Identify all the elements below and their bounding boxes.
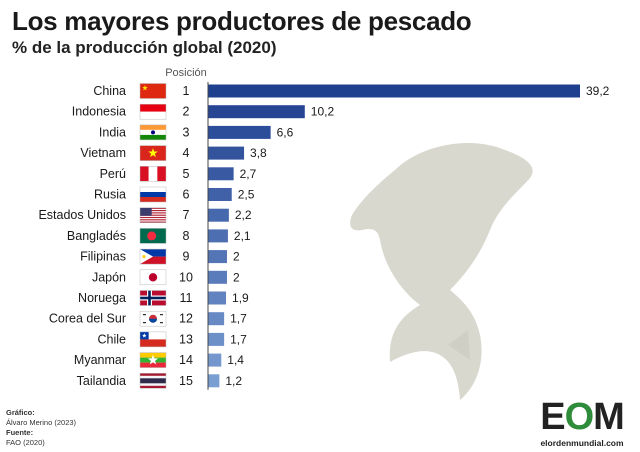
japan-flag-icon <box>139 269 167 286</box>
bar <box>208 167 234 181</box>
bangladesh-flag-icon <box>139 228 167 244</box>
rank-label: 13 <box>179 332 193 346</box>
category-label: India <box>99 125 126 139</box>
philippines-flag-icon <box>139 248 167 265</box>
bar <box>208 146 245 160</box>
page-subtitle: % de la producción global (2020) <box>12 38 277 57</box>
chile-flag-icon <box>139 331 167 348</box>
india-flag-icon <box>139 124 167 141</box>
rank-label: 15 <box>179 374 193 388</box>
category-label: Bangladés <box>67 229 126 243</box>
value-label: 10,2 <box>311 105 335 119</box>
value-label: 1,4 <box>227 353 244 367</box>
category-label: Corea del Sur <box>49 312 126 326</box>
rank-label: 1 <box>183 84 190 98</box>
category-label: Noruega <box>78 291 126 305</box>
value-label: 1,2 <box>225 374 242 388</box>
rank-label: 5 <box>183 167 190 181</box>
category-label: Japón <box>92 270 126 284</box>
logo-mark: EOM <box>540 396 625 438</box>
category-label: Rusia <box>94 188 126 202</box>
bar <box>208 105 305 119</box>
source-label: Fuente: <box>6 428 34 437</box>
logo-url: elordenmundial.com <box>540 438 624 448</box>
rank-label: 11 <box>180 291 193 305</box>
bar <box>208 374 220 388</box>
bar <box>208 250 227 264</box>
value-label: 1,7 <box>230 312 247 326</box>
graphic-label: Gráfico: <box>6 408 35 417</box>
value-label: 2,7 <box>240 167 257 181</box>
indonesia-flag-icon <box>139 103 167 120</box>
china-flag-icon <box>139 83 167 99</box>
rank-label: 3 <box>183 125 190 139</box>
category-label: Tailandia <box>77 374 126 388</box>
peru-flag-icon <box>139 166 167 182</box>
norway-flag-icon <box>139 290 167 306</box>
rank-label: 7 <box>183 208 190 222</box>
page-title: Los mayores productores de pescado <box>12 6 472 36</box>
value-label: 6,6 <box>277 125 294 139</box>
myanmar-flag-icon <box>139 352 167 368</box>
thailand-flag-icon <box>139 373 167 389</box>
bar <box>208 84 580 98</box>
rank-label: 10 <box>179 270 193 284</box>
vietnam-flag-icon <box>139 145 167 161</box>
russia-flag-icon <box>139 186 167 203</box>
bar <box>208 125 271 139</box>
usa-flag-icon <box>139 207 167 223</box>
rank-label: 8 <box>183 229 190 243</box>
category-label: Perú <box>100 167 126 181</box>
value-label: 1,7 <box>230 332 247 346</box>
rank-label: 9 <box>183 250 190 264</box>
bar <box>208 332 225 346</box>
category-label: Myanmar <box>74 353 126 367</box>
rank-label: 14 <box>179 353 193 367</box>
rank-header: Posición <box>165 67 207 79</box>
category-label: Estados Unidos <box>38 208 126 222</box>
rank-label: 2 <box>183 105 190 119</box>
category-label: Vietnam <box>80 146 126 160</box>
graphic-author: Álvaro Merino (2023) <box>6 418 77 427</box>
category-label: Indonesia <box>72 105 126 119</box>
category-label: Chile <box>98 332 127 346</box>
south-korea-flag-icon <box>139 310 167 327</box>
credits: Gráfico: Álvaro Merino (2023) Fuente: FA… <box>6 408 76 448</box>
bar <box>208 312 225 326</box>
rank-label: 12 <box>179 312 193 326</box>
value-label: 39,2 <box>586 84 610 98</box>
value-label: 2,1 <box>234 229 251 243</box>
bar <box>208 291 227 305</box>
bar <box>208 188 232 201</box>
value-label: 2 <box>233 250 240 264</box>
rank-label: 4 <box>183 146 190 160</box>
eom-logo[interactable]: EOM elordenmundial.com <box>528 398 636 448</box>
rank-label: 6 <box>183 188 190 202</box>
bar <box>208 229 228 243</box>
value-label: 2,2 <box>235 208 252 222</box>
value-label: 1,9 <box>232 291 249 305</box>
bar <box>208 208 229 222</box>
value-label: 2 <box>233 270 240 284</box>
category-label: Filipinas <box>80 250 126 264</box>
source-value: FAO (2020) <box>6 438 45 447</box>
value-label: 2,5 <box>238 188 255 202</box>
fish-silhouette-icon <box>350 142 533 400</box>
bar <box>208 353 222 367</box>
category-label: China <box>93 84 126 98</box>
bar <box>208 270 227 284</box>
value-label: 3,8 <box>250 146 267 160</box>
